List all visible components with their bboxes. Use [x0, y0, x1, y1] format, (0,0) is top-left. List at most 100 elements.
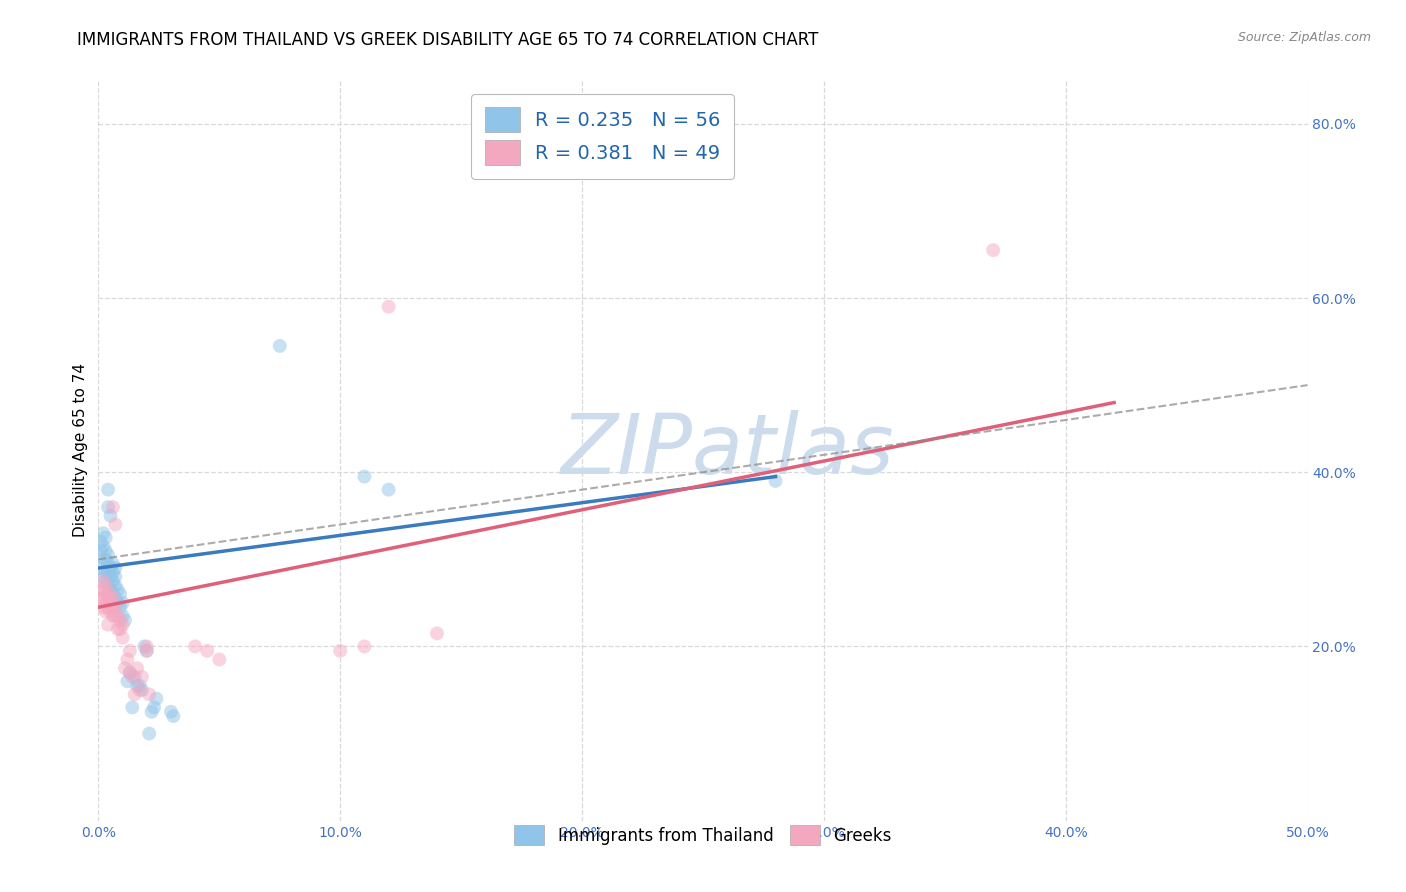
Point — [97, 557, 120, 571]
Point — [426, 626, 449, 640]
Point — [184, 640, 207, 654]
Point — [111, 631, 134, 645]
Point — [94, 605, 117, 619]
Point — [104, 570, 127, 584]
Point — [143, 700, 166, 714]
Point — [101, 600, 124, 615]
Point — [90, 561, 112, 575]
Point — [94, 543, 117, 558]
Point — [121, 700, 143, 714]
Point — [329, 644, 352, 658]
Point — [131, 683, 153, 698]
Point — [107, 582, 129, 597]
Point — [104, 609, 127, 624]
Point — [104, 600, 127, 615]
Point — [353, 469, 375, 483]
Point — [127, 661, 149, 675]
Point — [94, 552, 117, 566]
Point — [134, 640, 156, 654]
Point — [107, 609, 129, 624]
Point — [117, 652, 139, 666]
Point — [100, 582, 122, 597]
Point — [111, 617, 134, 632]
Point — [108, 622, 131, 636]
Point — [104, 517, 127, 532]
Point — [114, 613, 136, 627]
Point — [353, 640, 375, 654]
Point — [118, 665, 141, 680]
Point — [107, 622, 129, 636]
Point — [97, 500, 120, 514]
Point — [94, 587, 117, 601]
Point — [138, 726, 160, 740]
Point — [94, 566, 117, 580]
Point — [131, 670, 153, 684]
Point — [91, 582, 114, 597]
Text: ZIPatlas: ZIPatlas — [561, 410, 894, 491]
Point — [108, 613, 131, 627]
Point — [128, 683, 150, 698]
Point — [90, 543, 112, 558]
Point — [118, 665, 141, 680]
Point — [101, 609, 124, 624]
Point — [162, 709, 184, 723]
Point — [97, 600, 120, 615]
Point — [90, 582, 112, 597]
Point — [90, 535, 112, 549]
Point — [111, 596, 134, 610]
Point — [108, 600, 131, 615]
Point — [104, 591, 127, 606]
Point — [94, 531, 117, 545]
Point — [101, 500, 124, 514]
Point — [91, 600, 114, 615]
Point — [91, 552, 114, 566]
Point — [101, 587, 124, 601]
Point — [108, 587, 131, 601]
Point — [100, 570, 122, 584]
Legend: Immigrants from Thailand, Greeks: Immigrants from Thailand, Greeks — [506, 817, 900, 853]
Point — [135, 640, 157, 654]
Point — [117, 674, 139, 689]
Point — [208, 652, 231, 666]
Point — [91, 539, 114, 553]
Point — [101, 591, 124, 606]
Point — [101, 574, 124, 588]
Point — [94, 596, 117, 610]
Point — [135, 644, 157, 658]
Point — [100, 605, 122, 619]
Point — [107, 596, 129, 610]
Point — [121, 670, 143, 684]
Point — [124, 670, 146, 684]
Point — [124, 687, 146, 701]
Point — [91, 591, 114, 606]
Point — [97, 578, 120, 592]
Point — [104, 561, 127, 575]
Text: IMMIGRANTS FROM THAILAND VS GREEK DISABILITY AGE 65 TO 74 CORRELATION CHART: IMMIGRANTS FROM THAILAND VS GREEK DISABI… — [77, 31, 818, 49]
Point — [128, 679, 150, 693]
Point — [101, 557, 124, 571]
Point — [90, 591, 112, 606]
Text: Source: ZipAtlas.com: Source: ZipAtlas.com — [1237, 31, 1371, 45]
Point — [91, 526, 114, 541]
Point — [100, 587, 122, 601]
Point — [97, 483, 120, 497]
Point — [765, 474, 787, 488]
Point — [100, 508, 122, 523]
Point — [377, 300, 399, 314]
Point — [135, 644, 157, 658]
Point — [97, 566, 120, 580]
Point — [981, 243, 1004, 257]
Point — [104, 578, 127, 592]
Point — [195, 644, 218, 658]
Point — [100, 596, 122, 610]
Point — [138, 687, 160, 701]
Point — [141, 705, 163, 719]
Point — [100, 561, 122, 575]
Point — [111, 609, 134, 624]
Point — [145, 691, 167, 706]
Point — [94, 574, 117, 588]
Point — [94, 578, 117, 592]
Y-axis label: Disability Age 65 to 74: Disability Age 65 to 74 — [73, 363, 89, 538]
Point — [114, 661, 136, 675]
Point — [101, 566, 124, 580]
